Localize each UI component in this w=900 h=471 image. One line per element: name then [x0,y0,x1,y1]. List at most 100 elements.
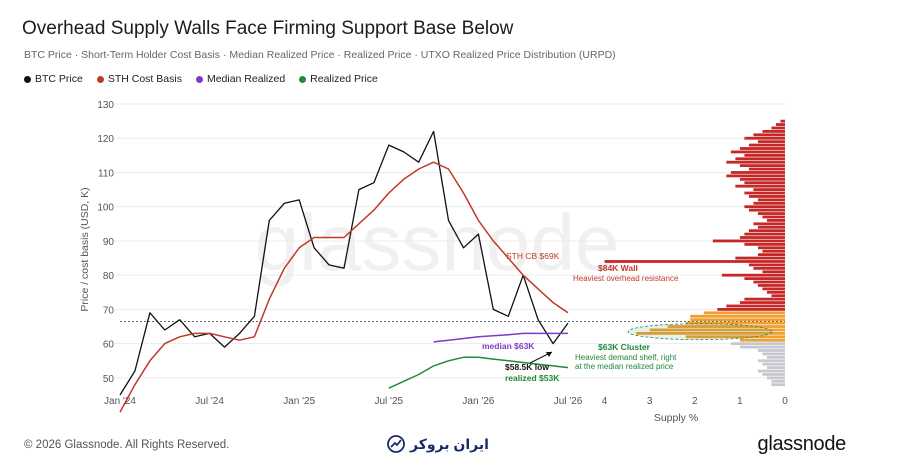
urpd-bar [757,246,785,250]
y-tick-label: 120 [97,134,114,145]
urpd-bar [744,242,785,246]
urpd-bar [703,311,785,315]
urpd-bar [739,236,785,239]
urpd-bar [757,253,785,257]
brand-logo: glassnode [757,433,847,455]
annotation-arrowhead [546,352,552,357]
watermark-text: ایران بروکر [410,435,489,452]
urpd-bar [757,359,785,363]
x-tick-label: Jul '26 [554,396,583,407]
urpd-bar [766,376,785,380]
urpd-bar [744,277,785,281]
x-tick-label: Jul '24 [195,396,224,407]
x-tick-label: Jul '25 [375,396,404,407]
annotation-cluster-text: at the median realized price [575,362,674,371]
urpd-bar [757,284,785,287]
urpd-bar [771,383,785,387]
urpd-bar [753,280,785,284]
urpd-bar [744,153,785,157]
urpd-tick-label: 0 [782,396,788,407]
urpd-bar [735,157,785,161]
series-line [119,130,569,396]
annotation-median: median $63K [482,341,535,351]
legend-item: Realized Price [299,73,378,85]
cluster-highlight [627,323,773,341]
urpd-bar [721,273,785,277]
legend-marker [24,75,31,83]
urpd-bar [717,308,785,311]
chart-subtitle: BTC Price · Short-Term Holder Cost Basis… [24,49,616,61]
annotation-wall-text: Heaviest overhead resistance [573,274,679,283]
annotation-sth-cb: STH CB $69K [506,251,560,261]
legend-marker [96,75,104,83]
x-tick-label: Jan '24 [104,396,136,407]
y-axis-label: Price / cost basis (USD, K) [79,187,91,311]
legend-label: STH Cost Basis [107,73,182,85]
annotation-cluster-text: Heaviest demand shelf, right [575,353,677,362]
urpd-bar [753,201,785,205]
urpd-bar [604,260,785,263]
y-tick-label: 110 [98,168,114,179]
legend-label: BTC Price [35,73,83,85]
urpd-bar [757,212,785,215]
urpd-tick-label: 3 [647,396,653,407]
y-tick-label: 130 [97,100,114,111]
urpd-bar [730,171,785,174]
urpd-bar [690,314,785,318]
annotation-realized: realized $53K [505,373,560,383]
urpd-bar [690,318,785,322]
legend-marker [299,75,307,83]
background-watermark: glassnode [255,198,620,287]
urpd-bar [762,352,785,356]
urpd-bar [753,133,785,137]
urpd-bar [766,355,785,359]
annotation-low: $58.5K low [505,362,549,372]
urpd-bar [744,205,785,209]
annotation-wall-title: $84K Wall [598,263,638,273]
copyright-text: © 2026 Glassnode. All Rights Reserved. [24,439,230,451]
urpd-bar [744,181,785,185]
x-tick-label: Jan '26 [462,396,494,407]
urpd-bar [735,184,785,188]
urpd-bar [739,177,785,181]
annotation-cluster-title: $63K Cluster [598,342,651,352]
urpd-bar [739,164,785,168]
urpd-bar [649,328,785,332]
urpd-bar [726,174,785,178]
urpd-bar [753,222,785,226]
urpd-bar [739,147,785,150]
urpd-bar [766,218,785,222]
urpd-bar [748,208,785,212]
urpd-bar [739,338,785,342]
y-tick-label: 50 [103,374,115,385]
urpd-bar [757,225,785,229]
urpd-bar [739,301,785,304]
urpd-bar [748,229,785,233]
y-tick-label: 90 [103,237,115,248]
urpd-bar [757,140,785,144]
urpd-bar [775,123,785,126]
urpd-bar [748,143,785,147]
urpd-bar [735,256,785,260]
y-tick-label: 80 [103,271,115,282]
urpd-bar [685,321,785,325]
y-tick-label: 70 [103,305,115,316]
urpd-bar [730,342,785,346]
urpd-bar [762,287,785,291]
series-line [119,161,569,413]
legend-marker [195,75,203,83]
urpd-bar [753,188,785,191]
urpd-bar [748,263,785,267]
urpd-bar [712,239,785,243]
urpd-bar [762,270,785,274]
urpd-bar [757,369,785,373]
legend-label: Median Realized [206,73,286,85]
legend-item: Median Realized [195,73,286,85]
watermark-logo: ایران بروکر [387,435,489,453]
chart-title: Overhead Supply Walls Face Firming Suppo… [22,18,514,39]
legend-label: Realized Price [310,73,378,85]
y-tick-label: 60 [103,340,115,351]
urpd-bar [726,160,785,164]
legend-item: BTC Price [24,73,83,85]
